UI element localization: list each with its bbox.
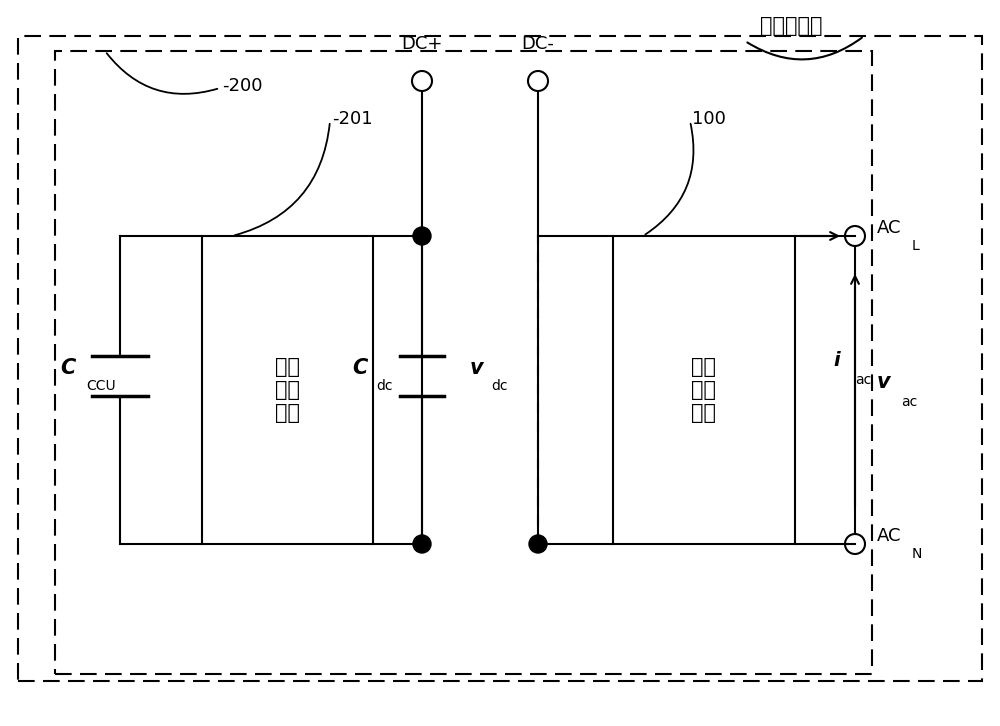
Text: C: C (60, 358, 76, 378)
Text: N: N (912, 547, 922, 561)
Text: ac: ac (901, 395, 917, 409)
Text: CCU: CCU (86, 379, 116, 393)
Text: DC+: DC+ (401, 35, 443, 53)
Text: ac: ac (855, 373, 871, 387)
FancyArrowPatch shape (747, 38, 862, 60)
Text: v: v (470, 358, 484, 378)
Text: -200: -200 (222, 77, 262, 95)
Text: v: v (876, 372, 890, 392)
Text: C: C (352, 358, 368, 378)
Bar (202, 236, 373, 544)
Bar (613, 236, 795, 544)
Text: L: L (912, 239, 920, 253)
Text: i: i (833, 351, 840, 370)
Circle shape (529, 535, 547, 553)
Text: 单相
逆变
电路: 单相 逆变 电路 (692, 356, 716, 423)
Text: dc: dc (376, 379, 392, 393)
Bar (18, 36, 982, 681)
Text: AC: AC (877, 527, 902, 545)
Text: 双向
变换
电路: 双向 变换 电路 (275, 356, 300, 423)
Bar (55, 51, 872, 674)
Text: AC: AC (877, 219, 902, 237)
Circle shape (413, 535, 431, 553)
Text: dc: dc (491, 379, 507, 393)
Text: 单相逆变器: 单相逆变器 (760, 16, 822, 36)
Circle shape (413, 227, 431, 245)
Text: DC-: DC- (522, 35, 554, 53)
Text: -201: -201 (332, 110, 373, 128)
Text: 100: 100 (692, 110, 726, 128)
